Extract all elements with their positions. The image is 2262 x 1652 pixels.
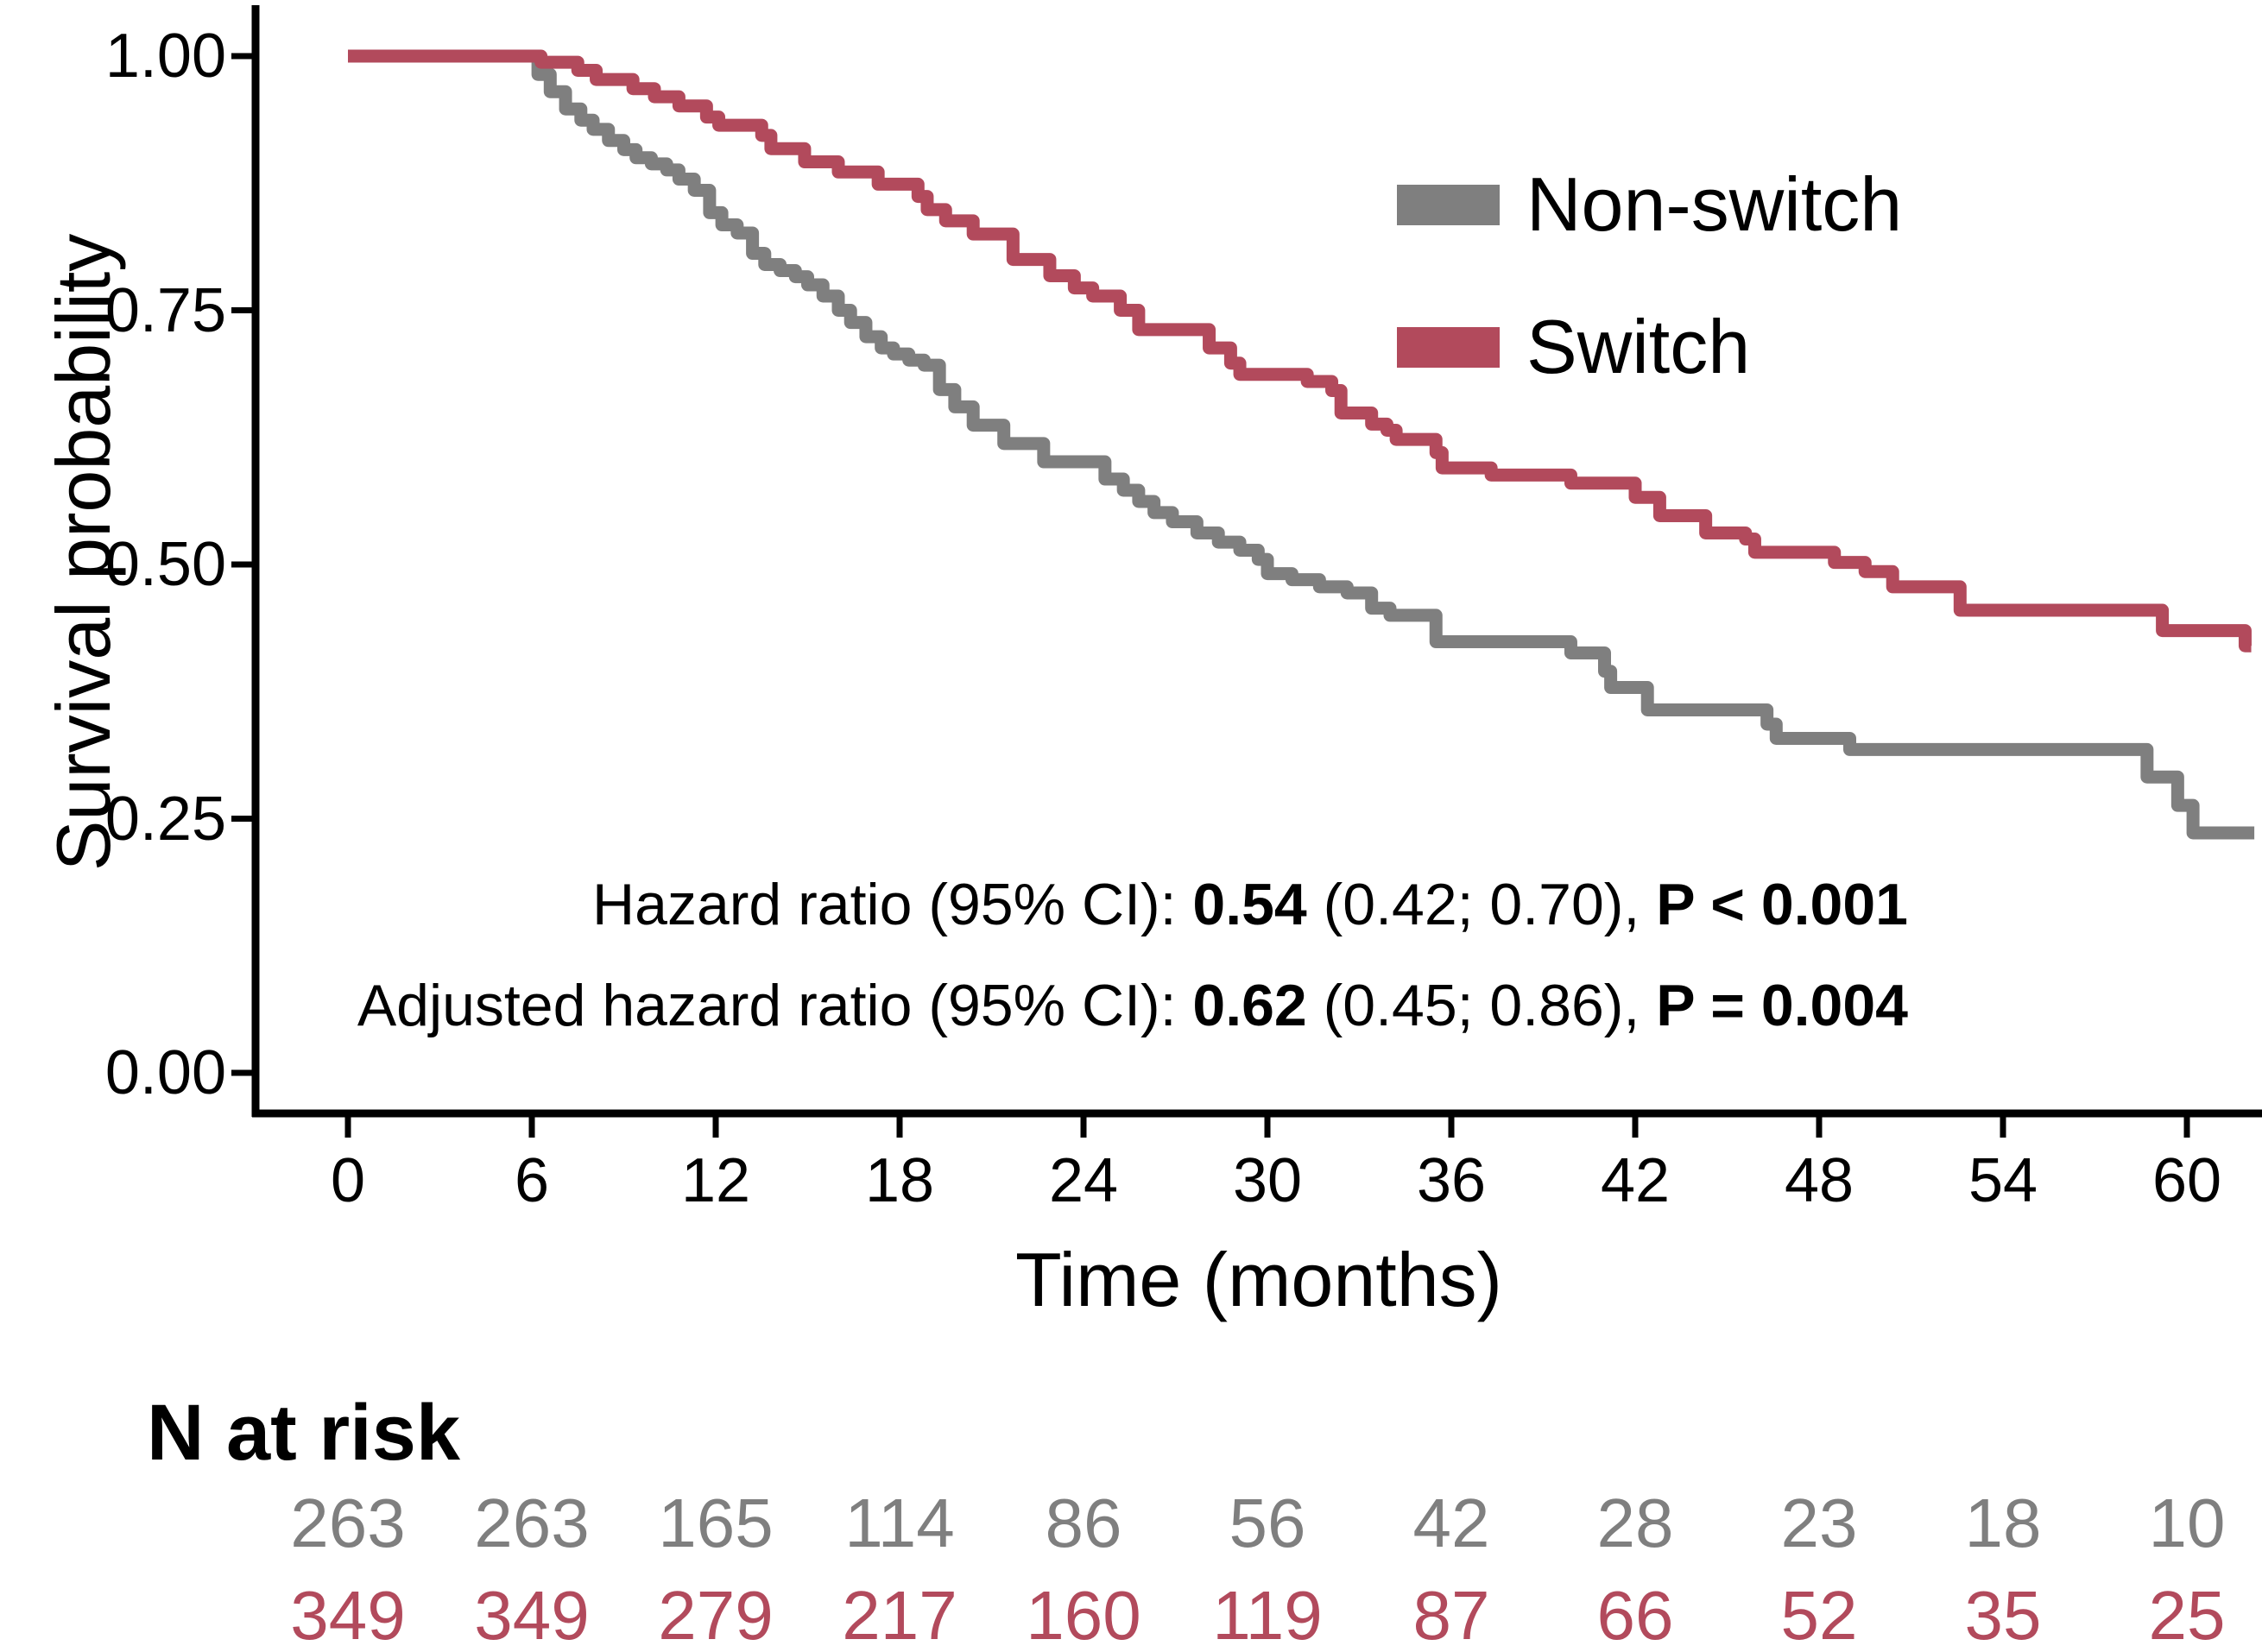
risk-value-switch-t60: 25 (2148, 1577, 2226, 1652)
adjusted-hazard-ratio-annotation: Adjusted hazard ratio (95% CI): 0.62 (0.… (357, 974, 1908, 1037)
x-tick-label-12: 12 (680, 1146, 751, 1215)
risk-value-switch-t42: 66 (1596, 1577, 1674, 1652)
risk-value-switch-t36: 87 (1412, 1577, 1490, 1652)
risk-value-switch-t24: 160 (1026, 1577, 1141, 1652)
ahr-value: 0.62 (1192, 973, 1307, 1038)
x-tick-label-30: 30 (1232, 1146, 1303, 1215)
x-tick-label-54: 54 (1968, 1146, 2038, 1215)
x-tick-label-36: 36 (1416, 1146, 1487, 1215)
risk-value-non-switch-t42: 28 (1596, 1485, 1674, 1561)
x-tick-label-48: 48 (1784, 1146, 1854, 1215)
x-tick-label-24: 24 (1048, 1146, 1119, 1215)
risk-value-non-switch-t54: 18 (1964, 1485, 2042, 1561)
risk-value-non-switch-t24: 86 (1045, 1485, 1122, 1561)
y-tick-label-0.50: 0.50 (104, 530, 226, 599)
hazard-ratio-annotation: Hazard ratio (95% CI): 0.54 (0.42; 0.70)… (592, 873, 1908, 936)
risk-value-non-switch-t6: 263 (474, 1485, 590, 1561)
x-tick-label-18: 18 (864, 1146, 935, 1215)
y-tick-label-0.00: 0.00 (104, 1038, 226, 1107)
x-axis-title: Time (months) (1015, 1237, 1502, 1322)
x-tick-label-60: 60 (2151, 1146, 2222, 1215)
legend-key-non-switch-swatch (1397, 184, 1500, 225)
hr-pvalue: P < 0.001 (1656, 872, 1908, 937)
survival-curve-non-switch (348, 49, 2255, 840)
x-tick-label-0: 0 (330, 1146, 366, 1215)
n-at-risk-heading: N at risk (147, 1389, 461, 1477)
survival-curve-switch (348, 49, 2252, 653)
legend-item-non-switch: Non-switch (1397, 163, 1902, 246)
legend-key-switch-swatch (1397, 326, 1500, 368)
risk-value-non-switch-t60: 10 (2148, 1485, 2226, 1561)
risk-value-non-switch-t48: 23 (1780, 1485, 1858, 1561)
risk-value-switch-t12: 279 (658, 1577, 774, 1652)
risk-value-switch-t30: 119 (1212, 1577, 1323, 1652)
legend-label-non-switch: Non-switch (1526, 161, 1903, 247)
hr-text: Hazard ratio (95% CI): (592, 872, 1193, 937)
risk-value-switch-t54: 35 (1964, 1577, 2042, 1652)
risk-value-switch-t48: 52 (1780, 1577, 1858, 1652)
ahr-ci: (0.45; 0.86), (1306, 973, 1657, 1038)
hr-ci: (0.42; 0.70), (1306, 872, 1657, 937)
ahr-pvalue: P = 0.004 (1656, 973, 1908, 1038)
risk-value-non-switch-t0: 263 (290, 1485, 406, 1561)
ahr-text: Adjusted hazard ratio (95% CI): (357, 973, 1193, 1038)
risk-value-non-switch-t30: 56 (1229, 1485, 1306, 1561)
hr-value: 0.54 (1192, 872, 1307, 937)
y-tick-label-1.00: 1.00 (104, 22, 226, 91)
risk-value-non-switch-t12: 165 (658, 1485, 774, 1561)
x-tick-label-42: 42 (1600, 1146, 1671, 1215)
y-tick-label-0.25: 0.25 (104, 784, 226, 854)
y-tick-label-0.75: 0.75 (104, 275, 226, 345)
risk-value-switch-t0: 349 (290, 1577, 406, 1652)
risk-value-switch-t6: 349 (474, 1577, 590, 1652)
risk-value-non-switch-t36: 42 (1412, 1485, 1490, 1561)
risk-value-non-switch-t18: 114 (844, 1485, 955, 1561)
risk-value-switch-t18: 217 (842, 1577, 957, 1652)
x-tick-label-6: 6 (514, 1146, 550, 1215)
legend-item-switch: Switch (1397, 306, 1750, 388)
legend-label-switch: Switch (1526, 304, 1751, 389)
